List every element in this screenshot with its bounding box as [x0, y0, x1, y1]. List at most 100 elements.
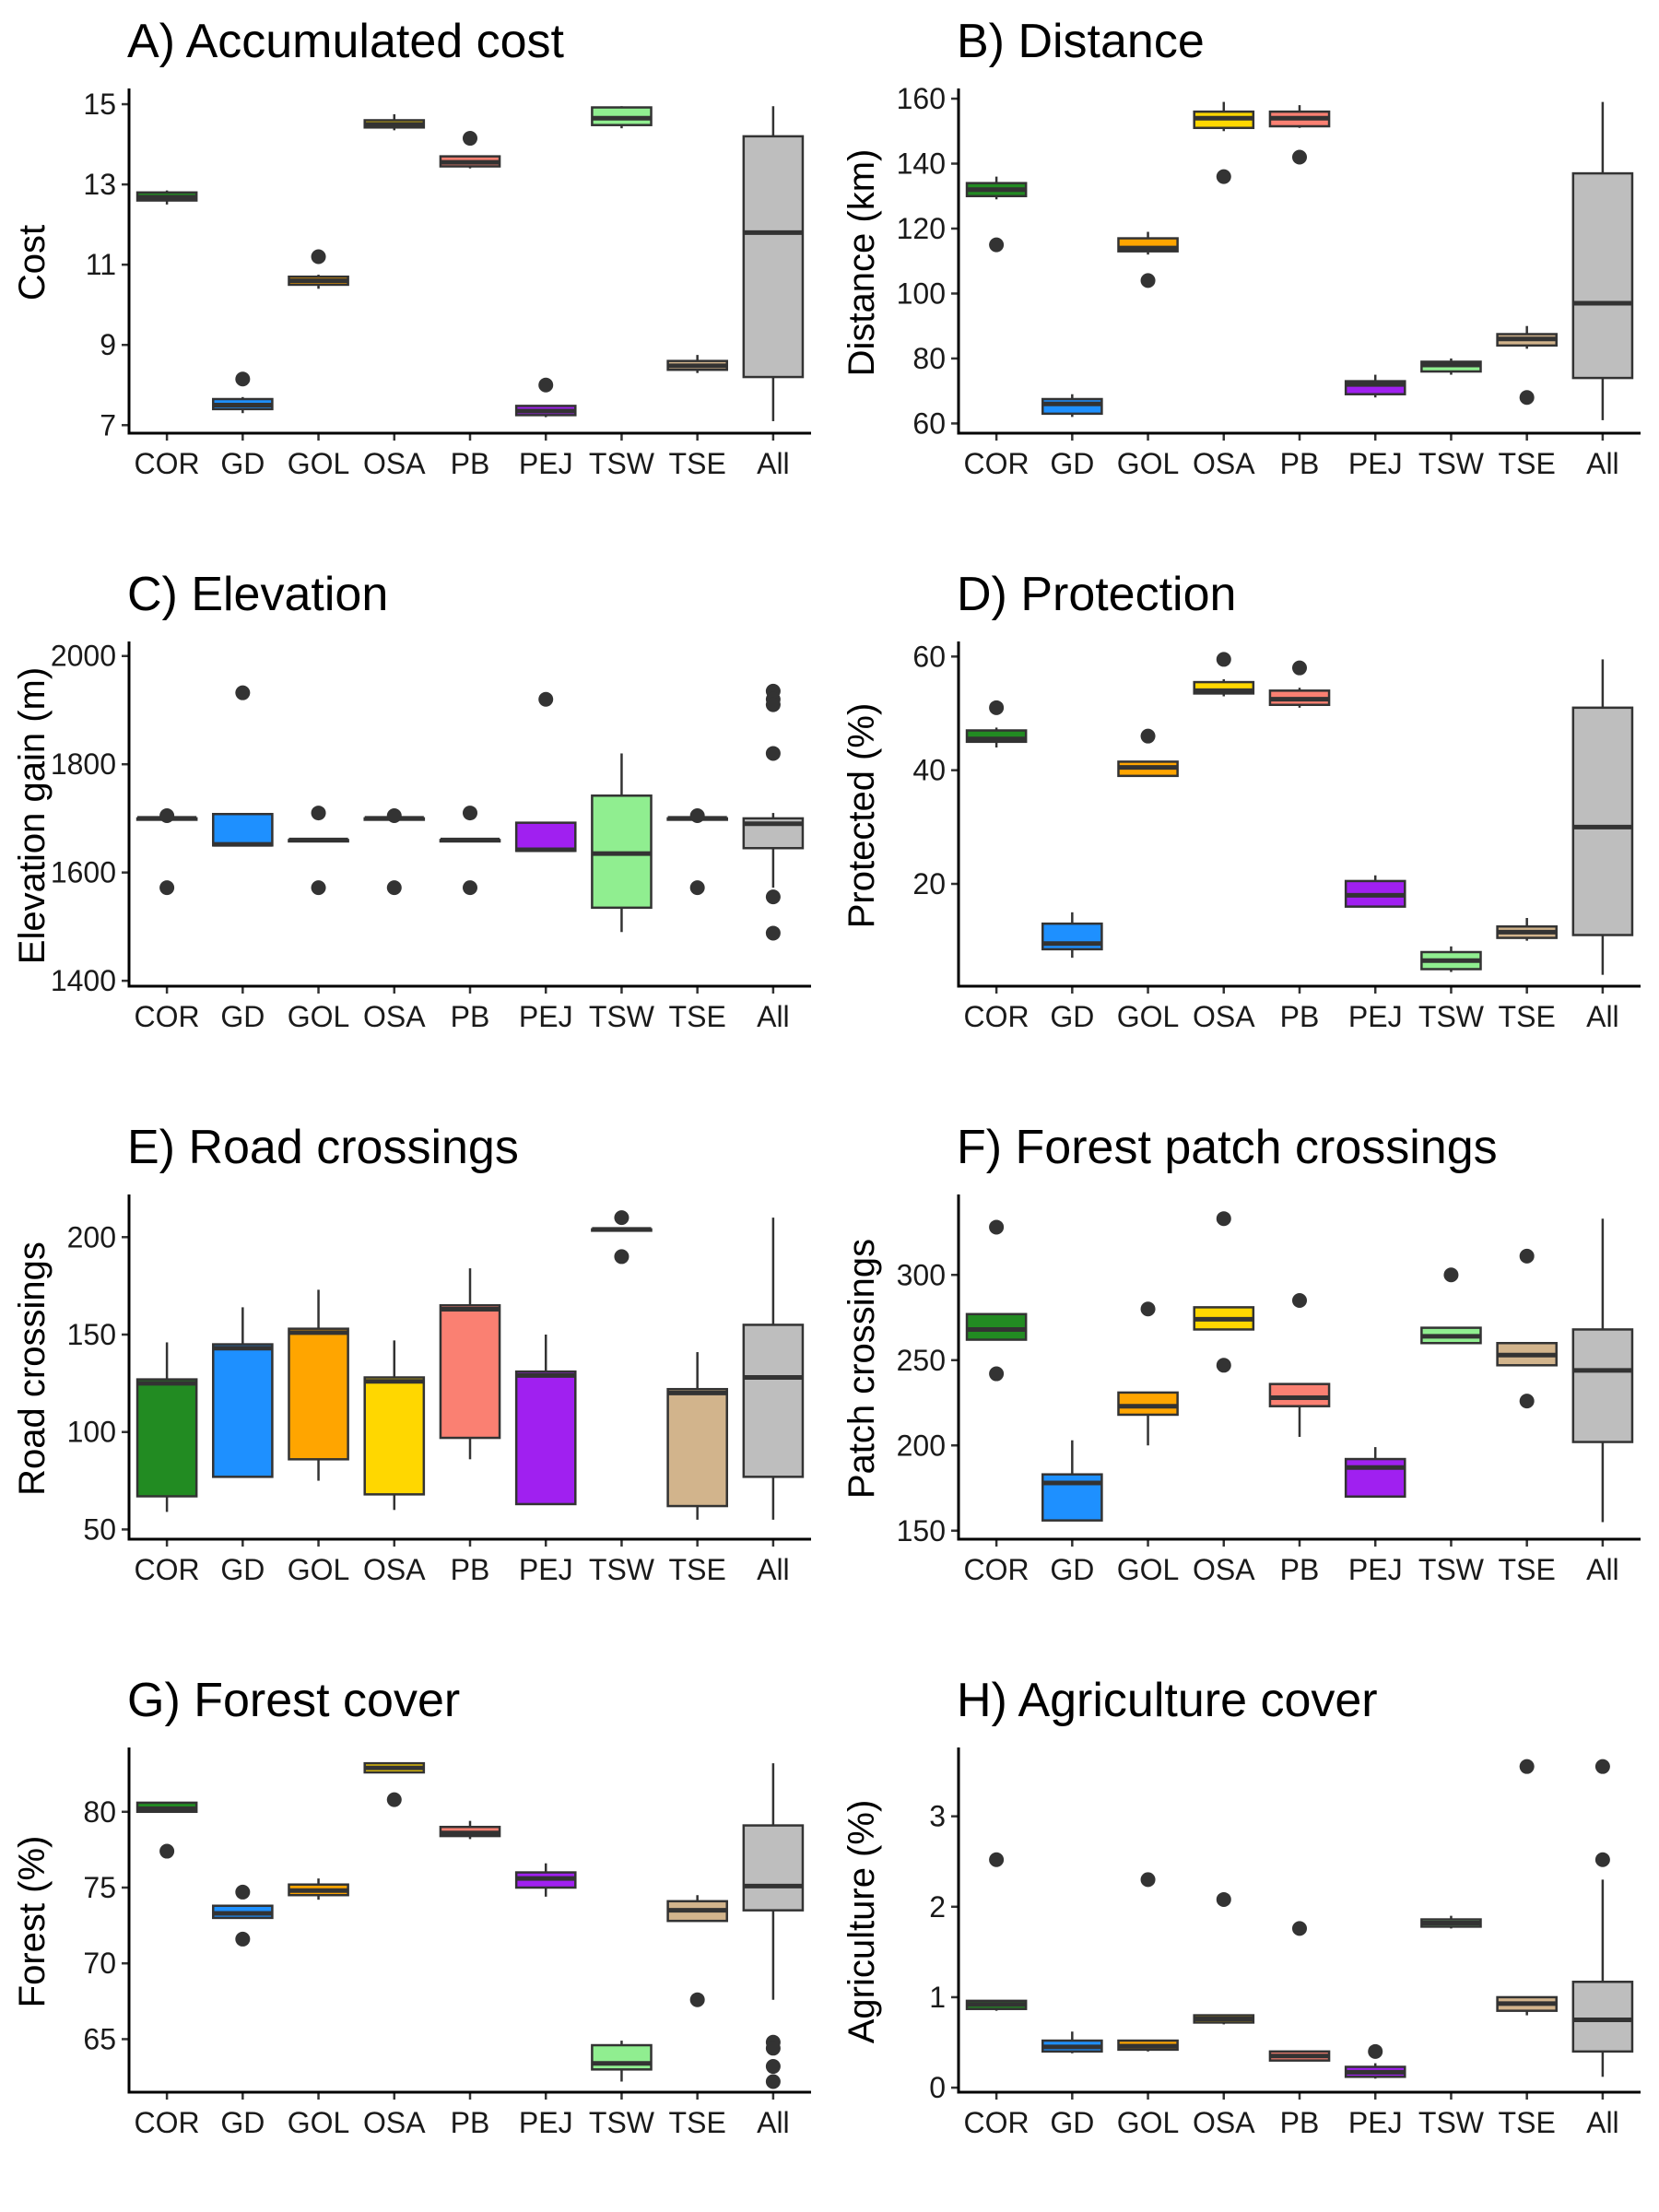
box-gol	[288, 1289, 349, 1481]
y-tick-label: 120	[897, 212, 946, 245]
outlier-point	[765, 697, 781, 712]
outlier-point	[386, 880, 402, 896]
x-tick-label: GOL	[1117, 1000, 1180, 1033]
x-tick-label: GD	[220, 1000, 265, 1033]
box-cor	[965, 1852, 1028, 2011]
y-tick-label: 1600	[51, 856, 116, 889]
chart-title: D) Protection	[957, 568, 1236, 621]
axis-lines	[127, 1194, 811, 1541]
outlier-point	[235, 1884, 251, 1900]
box-pej	[514, 691, 577, 853]
outlier-point	[1594, 1852, 1610, 1867]
y-tick-label: 200	[897, 1429, 946, 1462]
x-tick-label: OSA	[1193, 1553, 1255, 1586]
box-body	[742, 1824, 805, 1912]
outlier-point	[614, 1249, 629, 1265]
x-tick-label: GOL	[1117, 447, 1180, 480]
box-osa	[1193, 652, 1255, 697]
x-tick-label: PB	[1280, 447, 1320, 480]
outlier-point	[311, 806, 326, 821]
box-cor	[965, 176, 1028, 253]
x-tick-label: GOL	[288, 447, 350, 480]
x-tick-label: PB	[451, 1000, 490, 1033]
chart-title: H) Agriculture cover	[957, 1674, 1378, 1727]
box-all	[742, 1218, 805, 1520]
x-tick-label: All	[757, 1553, 790, 1586]
outlier-point	[1216, 1358, 1231, 1373]
chart-panel-h: H) Agriculture cover Agriculture (%) 0 1 2 3 C…	[830, 1659, 1659, 2212]
box-body	[212, 1343, 274, 1478]
x-tick-label: OSA	[1193, 1000, 1255, 1033]
box-gd	[1041, 912, 1103, 959]
outlier-point	[1216, 1211, 1231, 1227]
box-body	[363, 1376, 426, 1496]
x-tick-label: TSW	[589, 2106, 655, 2139]
box-all	[1571, 101, 1634, 420]
x-tick-label: PB	[1280, 1553, 1320, 1586]
y-axis-label: Agriculture (%)	[841, 1800, 882, 2044]
y-tick-label: 2	[929, 1890, 946, 1924]
x-tick-label: GD	[220, 447, 265, 480]
chart-title: G) Forest cover	[127, 1674, 460, 1727]
box-gol	[1117, 1872, 1179, 2052]
x-tick-label: TSW	[1418, 2106, 1485, 2139]
x-tick-label: PEJ	[1348, 2106, 1403, 2139]
x-tick-label: OSA	[363, 1000, 426, 1033]
y-tick-label: 65	[83, 2022, 116, 2055]
x-tick-label: OSA	[363, 447, 426, 480]
outlier-point	[989, 1852, 1005, 1867]
axis-lines	[957, 641, 1641, 988]
x-tick-label: PB	[1280, 2106, 1320, 2139]
box-body	[1268, 1382, 1331, 1407]
y-axis-label: Patch crossings	[841, 1239, 882, 1499]
box-body	[288, 1327, 349, 1461]
axis-lines	[127, 88, 811, 435]
box-pb	[1268, 1293, 1331, 1437]
box-pej	[1344, 374, 1406, 398]
x-tick-label: TSE	[669, 1553, 726, 1586]
y-axis-label: Protected (%)	[841, 703, 882, 929]
box-pej	[514, 377, 577, 418]
outlier-point	[765, 925, 781, 941]
x-tick-label: OSA	[1193, 447, 1255, 480]
box-body	[514, 1370, 577, 1506]
outlier-point	[614, 1210, 629, 1226]
x-tick-label: TSE	[1499, 2106, 1556, 2139]
outlier-point	[989, 1219, 1005, 1235]
y-tick-label: 60	[912, 406, 946, 440]
y-tick-label: 200	[67, 1220, 116, 1253]
chart-panel-d: D) Protection Protected (%) 20 40 60 COR GD GOL…	[830, 553, 1659, 1106]
box-pej	[514, 1335, 577, 1506]
box-pb	[439, 1268, 501, 1460]
y-tick-label: 1400	[51, 964, 116, 997]
x-tick-label: GOL	[1117, 1553, 1180, 1586]
box-tse	[666, 355, 728, 373]
x-tick-label: TSE	[1499, 447, 1556, 480]
chart-title: A) Accumulated cost	[127, 15, 565, 68]
x-tick-label: TSE	[1499, 1553, 1556, 1586]
box-gd	[212, 685, 274, 847]
y-tick-label: 15	[83, 88, 116, 121]
y-axis-label: Distance (km)	[841, 149, 882, 377]
chart-svg: B) Distance Distance (km) 60 80 100 120 140 160…	[841, 15, 1641, 480]
x-tick-label: All	[1586, 1553, 1619, 1586]
chart-svg: A) Accumulated cost Cost 7 9 11 13 15 COR GD GOL O…	[12, 15, 811, 480]
chart-title: F) Forest patch crossings	[957, 1121, 1498, 1174]
outlier-point	[1216, 169, 1231, 184]
box-gd	[212, 1307, 274, 1478]
box-tsw	[591, 753, 653, 933]
outlier-point	[1519, 1248, 1535, 1264]
box-all	[742, 683, 805, 941]
outlier-point	[1216, 652, 1231, 667]
box-body	[1571, 706, 1634, 936]
outlier-point	[159, 880, 175, 896]
box-tse	[666, 1895, 728, 2007]
box-tsw	[1420, 1915, 1482, 1929]
box-body	[1117, 1391, 1179, 1417]
box-body	[439, 1304, 501, 1440]
box-tsw	[591, 1210, 653, 1265]
x-tick-label: OSA	[1193, 2106, 1255, 2139]
box-pej	[1344, 2043, 1406, 2079]
box-tsw	[591, 106, 653, 129]
outlier-point	[1292, 1293, 1307, 1308]
